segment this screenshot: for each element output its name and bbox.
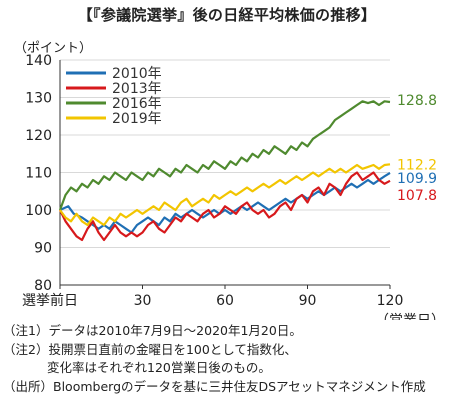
y-tick-label: 110 — [25, 166, 52, 182]
legend-label: 2013年 — [112, 81, 162, 97]
series-lines — [58, 100, 391, 242]
end-value-label: 128.8 — [397, 93, 437, 109]
y-tick-label: 120 — [25, 128, 52, 144]
axes — [59, 60, 391, 289]
y-tick-label: 130 — [25, 91, 52, 107]
x-tick-label: 30 — [134, 293, 152, 309]
y-tick-label: 140 — [25, 53, 52, 69]
legend-label: 2019年 — [112, 111, 162, 127]
footnotes: （注1）データは2010年7月9日～2020年1月20日。 （注2）投開票日直前… — [3, 322, 426, 396]
x-tick-label: 60 — [216, 293, 234, 309]
y-tick-label: 90 — [34, 241, 52, 257]
series-line-1 — [59, 171, 391, 242]
x-axis-label: （営業日） — [375, 313, 445, 320]
x-tick-label: 120 — [377, 293, 404, 309]
y-tick-label: 80 — [34, 278, 52, 294]
series-line-3 — [59, 163, 391, 227]
note-2-continued: 変化率はそれぞれ120営業日後のもの。 — [47, 360, 271, 375]
end-value-label: 112.2 — [397, 157, 437, 173]
end-value-label: 107.8 — [397, 188, 437, 204]
legend-label: 2010年 — [112, 66, 162, 82]
y-axis-unit-label: （ポイント） — [14, 41, 93, 56]
y-tick-labels: 80 90 100 110 120 130 140 — [25, 53, 52, 294]
x-tick-label: 90 — [299, 293, 317, 309]
line-chart: 80 90 100 110 120 130 140 選挙前日 30 60 90 120 （営業日） 2… — [22, 53, 445, 320]
note-1: （注1）データは2010年7月9日～2020年1月20日。 — [3, 323, 302, 338]
note-2: （注2）投開票日直前の金曜日を100として指数化、 — [3, 341, 297, 357]
end-value-label: 109.9 — [397, 171, 437, 187]
x-tick-labels: 選挙前日 30 60 90 120 （営業日） — [22, 292, 445, 320]
series-line-2 — [58, 100, 391, 211]
gridlines — [60, 59, 390, 286]
series-line-0 — [59, 171, 391, 234]
source-note: （出所）Bloombergのデータを基に三井住友DSアセットマネジメント作成 — [3, 378, 426, 394]
legend-label: 2016年 — [112, 96, 162, 112]
x-tick-label: 選挙前日 — [22, 292, 78, 309]
y-tick-label: 100 — [25, 203, 52, 219]
chart-title: 【『参議院選挙』後の日経平均株価の推移】 — [77, 6, 377, 24]
